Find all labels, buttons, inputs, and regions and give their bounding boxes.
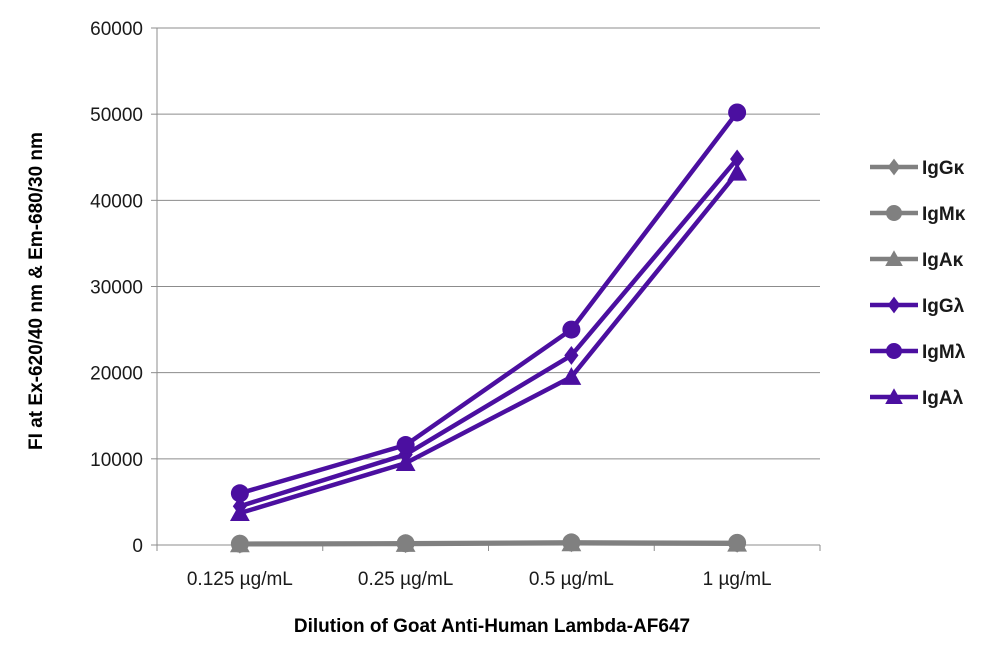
x-tick-label: 1 µg/mL bbox=[703, 569, 772, 590]
x-tick-labels: 0.125 µg/mL 0.25 µg/mL 0.5 µg/mL 1 µg/mL bbox=[187, 569, 772, 590]
legend-swatch-marker bbox=[887, 296, 901, 314]
data-point bbox=[561, 533, 582, 552]
legend: IgGκ IgMκ IgAκ IgGλ IgMλ IgAλ bbox=[870, 158, 966, 409]
y-tick-label: 40000 bbox=[90, 191, 143, 212]
series-line-3 bbox=[237, 156, 740, 509]
legend-label: IgGλ bbox=[922, 296, 965, 317]
y-tick-label: 60000 bbox=[90, 19, 143, 40]
y-tick-labels: 0 10000 20000 30000 40000 50000 60000 bbox=[90, 19, 143, 557]
data-point bbox=[229, 534, 250, 553]
data-point bbox=[561, 367, 582, 385]
data-point bbox=[727, 533, 748, 552]
series-lines bbox=[237, 110, 740, 547]
y-tick-label: 20000 bbox=[90, 364, 143, 385]
legend-swatch-marker bbox=[885, 388, 903, 405]
x-tick-label: 0.125 µg/mL bbox=[187, 569, 293, 590]
data-point bbox=[395, 453, 416, 472]
x-tick-label: 0.25 µg/mL bbox=[358, 569, 453, 590]
series-markers bbox=[229, 103, 748, 554]
series-line-4 bbox=[237, 110, 740, 496]
y-tick-label: 50000 bbox=[90, 105, 143, 126]
data-point bbox=[395, 534, 416, 552]
data-point bbox=[728, 103, 747, 122]
x-tick-label: 0.5 µg/mL bbox=[529, 569, 614, 590]
data-point bbox=[229, 503, 250, 522]
legend-swatch-marker bbox=[886, 343, 902, 359]
data-point bbox=[396, 436, 415, 455]
data-point bbox=[730, 149, 745, 169]
series-line-5 bbox=[237, 170, 740, 516]
legend-label: IgMκ bbox=[922, 204, 966, 225]
legend-label: IgAκ bbox=[922, 250, 964, 271]
grid-lines bbox=[157, 27, 820, 460]
data-point bbox=[727, 162, 748, 181]
data-point bbox=[230, 484, 249, 503]
legend-swatch-marker bbox=[886, 205, 902, 221]
series-line-2 bbox=[237, 541, 740, 547]
axes bbox=[151, 27, 821, 551]
legend-swatch-marker bbox=[887, 158, 901, 176]
legend-swatch-marker bbox=[885, 250, 903, 267]
legend-label: IgMλ bbox=[922, 342, 966, 363]
legend-label: IgGκ bbox=[922, 158, 965, 179]
y-axis-title: FI at Ex-620/40 nm & Em-680/30 nm bbox=[26, 132, 47, 450]
y-tick-label: 30000 bbox=[90, 278, 143, 299]
x-axis-title: Dilution of Goat Anti-Human Lambda-AF647 bbox=[294, 616, 690, 637]
y-tick-label: 10000 bbox=[90, 450, 143, 471]
legend-label: IgAλ bbox=[922, 388, 964, 409]
data-point bbox=[562, 320, 581, 339]
data-point bbox=[564, 345, 579, 365]
y-tick-label: 0 bbox=[132, 536, 143, 557]
